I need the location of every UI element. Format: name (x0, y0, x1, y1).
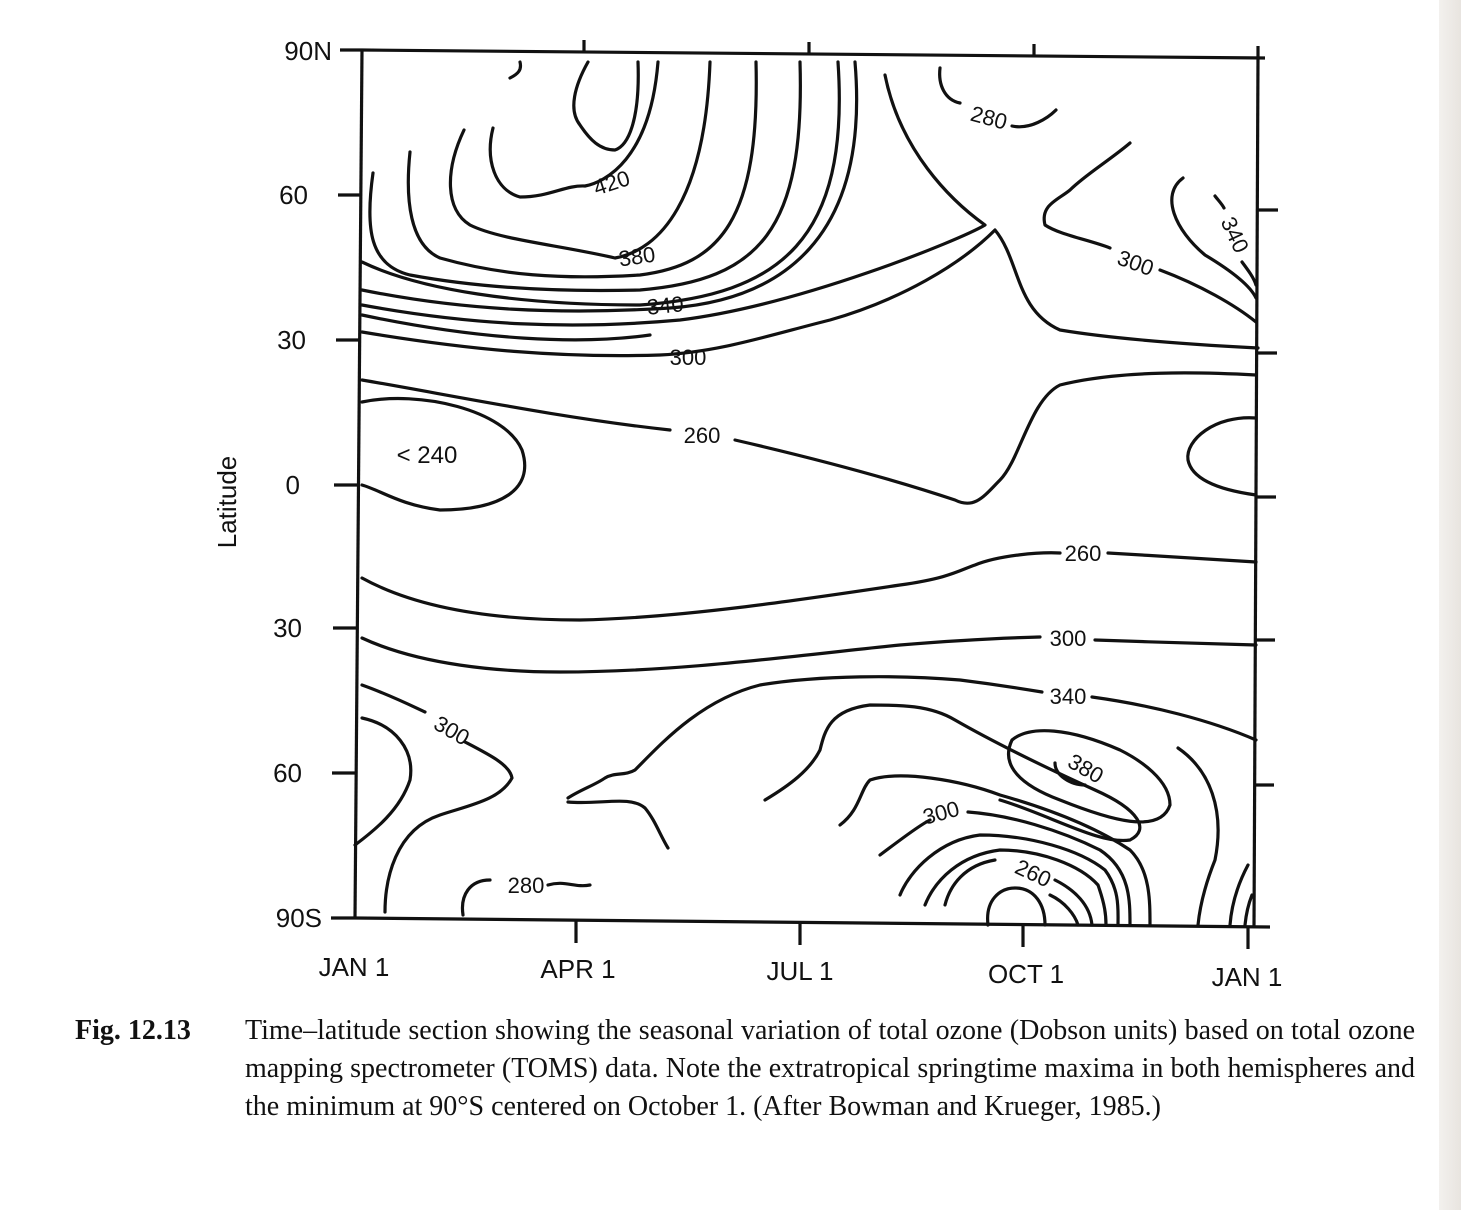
contour-line-se-3 (1243, 893, 1254, 927)
contour-line-s-280a (898, 833, 1120, 927)
y-axis-title: Latitude (212, 456, 242, 549)
contour-line-n-300-east (1042, 141, 1132, 250)
x-tick-label: OCT 1 (988, 959, 1064, 989)
contour-line-n-340-east3 (1240, 260, 1258, 287)
contour-line-380-outer (763, 703, 1142, 843)
contour-label: 260 (1065, 541, 1102, 566)
contour-label: 340 (1216, 213, 1254, 257)
contour-line-240-west (360, 396, 527, 512)
contour-line-280-sw2 (546, 881, 592, 888)
contour-line-se-1 (1176, 746, 1220, 927)
contour-line-s-300a (878, 818, 932, 857)
x-tick-labels: JAN 1 APR 1 JUL 1 OCT 1 JAN 1 (319, 952, 1283, 992)
y-tick-label: 90N (284, 36, 332, 66)
contour-line-n-sw-bulge (353, 716, 413, 847)
page-edge-shadow (1439, 0, 1461, 1210)
y-tick-label: 30 (277, 325, 306, 355)
contour-labels: 420 380 340 300 260 280 300 340 < 240 26… (397, 101, 1254, 898)
contour-line-se-2 (1228, 863, 1250, 927)
contour-line-s-260c (1048, 893, 1080, 927)
frame-bottom (354, 916, 1271, 929)
contour-line-300-south (360, 635, 1042, 674)
contour-line-n-280 (938, 66, 962, 105)
contour-line-240-east (1186, 416, 1258, 497)
x-tick-label: JAN 1 (1212, 962, 1283, 992)
y-tick-label: 0 (286, 470, 300, 500)
contour-line-340-south2 (1090, 695, 1258, 742)
contour-label: 280 (968, 101, 1010, 135)
contour-line-n-380a (448, 60, 712, 260)
contour-line-n-300 (360, 73, 987, 327)
contour-line-n-340a (368, 60, 802, 293)
contour-line-s-300-outer (838, 774, 1152, 927)
contour-label: 300 (1050, 626, 1087, 651)
x-ticks-bottom (574, 920, 1250, 949)
x-ticks-top (582, 40, 1260, 58)
contour-line-s-260b (1053, 878, 1094, 927)
contour-line-380-inner (1006, 729, 1172, 824)
contour-label: 380 (617, 242, 657, 272)
contour-lines (353, 60, 1260, 927)
contour-line-260-south (360, 551, 1062, 622)
y-tick-labels: 90N 60 30 0 30 60 90S (273, 36, 332, 933)
x-tick-label: JUL 1 (767, 956, 834, 986)
contour-label: 300 (920, 796, 962, 830)
contour-line-s-260a (943, 858, 997, 907)
contour-label: 300 (1114, 245, 1157, 281)
ozone-contour-chart: 90N 60 30 0 30 60 90S JAN 1 APR 1 JUL 1 … (212, 36, 1283, 992)
frame-left (353, 49, 364, 919)
contour-line-n-340c (360, 60, 859, 313)
caption-text: Time–latitude section showing the season… (245, 1015, 1415, 1122)
contour-line-260-south2 (1106, 551, 1258, 564)
contour-line-s-280b (923, 848, 1108, 927)
y-tick-label: 90S (276, 903, 322, 933)
contour-line-n-420 (572, 60, 640, 152)
contour-line-340-south (566, 675, 1044, 800)
contour-line-n-280b (1010, 108, 1058, 129)
contour-line-mid-s (566, 799, 670, 850)
y-ticks-right (1254, 208, 1278, 787)
contour-line-n-small (508, 60, 523, 80)
contour-label: 420 (590, 165, 633, 200)
contour-line-260-north (360, 378, 672, 432)
contour-line-s-300b (966, 810, 1132, 927)
contour-line-n-340b (360, 60, 841, 307)
contour-label: 260 (684, 423, 721, 448)
y-tick-label: 30 (273, 613, 302, 643)
contour-line-300-sw2 (383, 740, 514, 914)
contour-line-n-300-east2 (1158, 268, 1258, 324)
contour-line-n-340-east2 (1213, 194, 1226, 210)
contour-label: 300 (670, 345, 707, 370)
contour-label: 340 (1050, 684, 1087, 709)
x-tick-label: APR 1 (540, 954, 615, 984)
contour-line-300-south2 (1093, 638, 1258, 647)
contour-line-280-sw (460, 878, 492, 917)
y-ticks-left (331, 48, 362, 920)
y-tick-label: 60 (279, 180, 308, 210)
contour-line-n-300c (360, 228, 1260, 358)
contour-line-n-340-east (1170, 176, 1258, 300)
region-label-min: < 240 (397, 442, 458, 469)
contour-line-260-north2 (733, 371, 1258, 505)
contour-line-300-sw (360, 683, 427, 714)
y-tick-label: 60 (273, 758, 302, 788)
contour-line-n-300b (360, 313, 652, 342)
contour-line-n-380b (406, 60, 758, 279)
contour-line-380-core (1053, 761, 1087, 787)
frame-right (1252, 57, 1260, 928)
contour-line-s-240 (986, 886, 1047, 927)
contour-line-n-420b (488, 60, 660, 199)
contour-label: 280 (508, 873, 545, 898)
caption-label: Fig. 12.13 (75, 1015, 191, 1046)
x-tick-label: JAN 1 (319, 952, 390, 982)
frame-top (361, 48, 1266, 60)
contour-label: 340 (646, 291, 685, 320)
